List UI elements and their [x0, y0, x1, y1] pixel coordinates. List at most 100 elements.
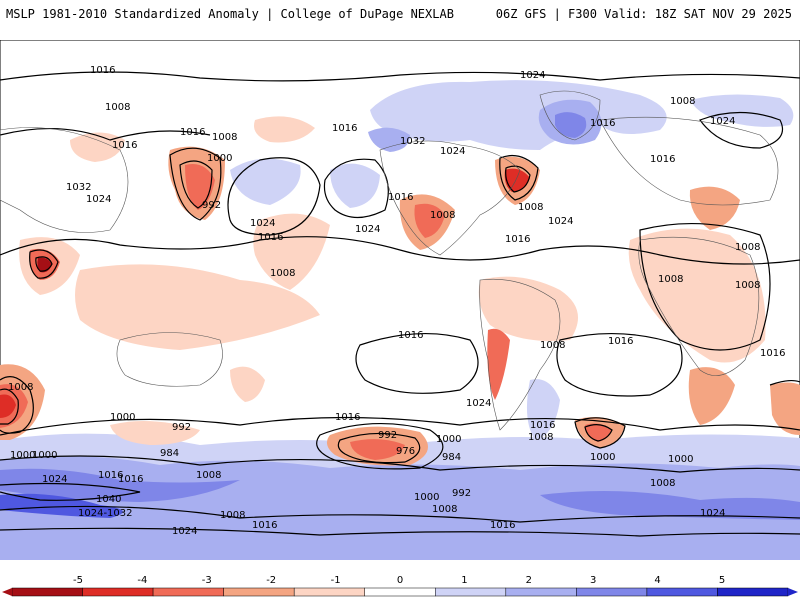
isobar-label: 1000	[110, 412, 135, 423]
isobar-label: 992	[172, 422, 191, 433]
coastline-australia	[116, 332, 223, 387]
colorbar-tick-label: 4	[654, 575, 660, 586]
colorbar-swatch	[646, 587, 718, 597]
isobar-label: 1024	[520, 70, 545, 81]
isobar-label: 1000	[32, 450, 57, 461]
isobar-label: 1008	[670, 96, 695, 107]
colorbar-tick-label: 1	[461, 575, 467, 586]
isobar-label: 1008	[658, 274, 683, 285]
isobar	[699, 111, 784, 149]
isobar-label: 1016	[90, 65, 115, 76]
anomaly-region	[526, 379, 560, 440]
isobar-label: 1000	[436, 434, 461, 445]
anomaly-region	[230, 366, 265, 402]
colorbar-tick-label: -4	[137, 575, 147, 586]
isobar-label: 1024	[86, 194, 111, 205]
isobar-labels: 1016 1008 1016 1008 1016 1000 1016 1032 …	[8, 65, 785, 537]
isobar	[316, 422, 444, 470]
isobar-label: 1008	[270, 268, 295, 279]
isobar-label: 1040	[96, 494, 121, 505]
colorbar-tick-label: 3	[590, 575, 596, 586]
isobar-label: 1008	[8, 382, 33, 393]
isobar-label: 1024	[710, 116, 735, 127]
isobar-label: 984	[442, 452, 461, 463]
anomaly-region	[0, 468, 240, 502]
colorbar-swatch	[293, 587, 365, 597]
isobar-label: 1008	[430, 210, 455, 221]
isobar-label: 1016	[760, 348, 785, 359]
isobar-label: 1008	[105, 102, 130, 113]
isobar-label: 1008	[650, 478, 675, 489]
isobar	[0, 388, 19, 425]
anomaly-region	[254, 116, 315, 143]
isobar-label: 1008	[528, 432, 553, 443]
isobar-label: 1016	[490, 520, 515, 531]
colorbar-swatch	[11, 587, 83, 597]
isobar	[505, 165, 531, 193]
isobar	[574, 417, 626, 449]
isobar	[0, 527, 800, 537]
coastline-greenland	[539, 90, 601, 141]
anomaly-region	[370, 80, 667, 150]
isobar	[0, 71, 800, 82]
anomaly-region	[75, 264, 320, 350]
coastline-africa	[638, 236, 760, 376]
colorbar-arrow-right	[788, 588, 798, 596]
isobar	[337, 432, 421, 464]
colorbar-swatch	[505, 587, 577, 597]
isobar	[0, 416, 800, 436]
colorbar-swatch	[152, 587, 224, 597]
coastline-north-america	[379, 140, 521, 256]
isobar-label: 992	[452, 488, 471, 499]
isobar-label: 1016	[505, 234, 530, 245]
header: MSLP 1981-2010 Standardized Anomaly | Co…	[0, 0, 800, 30]
isobar-label: 1016	[530, 420, 555, 431]
isobar-label: 1008	[735, 242, 760, 253]
colorbar-tick-label: -3	[202, 575, 212, 586]
colorbar-swatch	[435, 587, 507, 597]
anomaly-region	[330, 163, 380, 208]
colorbar-tick-label: 0	[397, 575, 403, 586]
isobar-label: 984	[160, 448, 179, 459]
colorbar-swatch	[223, 587, 295, 597]
isobar-label: 1024	[466, 398, 491, 409]
isobar	[35, 256, 53, 272]
isobar-label: 1016	[335, 412, 360, 423]
isobar-layer	[0, 71, 800, 537]
anomaly-region	[185, 164, 215, 210]
isobar	[169, 147, 222, 221]
anomaly-region	[350, 439, 405, 460]
isobar-label: 1016	[398, 330, 423, 341]
colorbar-arrow-left	[2, 588, 12, 596]
isobar-label: 1016	[650, 154, 675, 165]
colorbar: -5 -4 -3 -2 -1 0 1 2 3 4 5	[2, 575, 798, 597]
colorbar-ticks: -5 -4 -3 -2 -1 0 1 2 3 4 5	[73, 575, 725, 586]
isobar	[0, 455, 800, 473]
isobar-label: 1016	[608, 336, 633, 347]
coastline-south-america	[479, 278, 561, 431]
run-valid-time: 06Z GFS | F300 Valid: 18Z SAT NOV 29 202…	[495, 7, 792, 21]
isobar	[323, 158, 389, 219]
isobar	[29, 249, 59, 279]
isobar-label: 1008	[432, 504, 457, 515]
isobar	[355, 332, 479, 394]
coastline-eurasia	[0, 116, 779, 233]
isobar	[499, 155, 539, 201]
isobar-label: 1016	[252, 520, 277, 531]
isobar-label: 1024	[548, 216, 573, 227]
isobar-label: 1024	[355, 224, 380, 235]
colorbar-swatch	[364, 587, 436, 597]
isobar-label: 1024	[700, 508, 725, 519]
anomaly-region	[0, 493, 123, 518]
anomaly-region	[555, 112, 587, 138]
anomaly-region	[628, 228, 766, 363]
isobar-label: 1016	[332, 123, 357, 134]
isobar-label: 1024	[42, 474, 67, 485]
isobar-label: 1008	[518, 202, 543, 213]
isobar-label: 992	[202, 200, 221, 211]
isobar	[0, 505, 800, 523]
isobar-label: 1000	[10, 450, 35, 461]
isobar-label: 1024-1032	[78, 508, 133, 519]
isobar-label: 1024	[440, 146, 465, 157]
isobar-label: 1024	[250, 218, 275, 229]
